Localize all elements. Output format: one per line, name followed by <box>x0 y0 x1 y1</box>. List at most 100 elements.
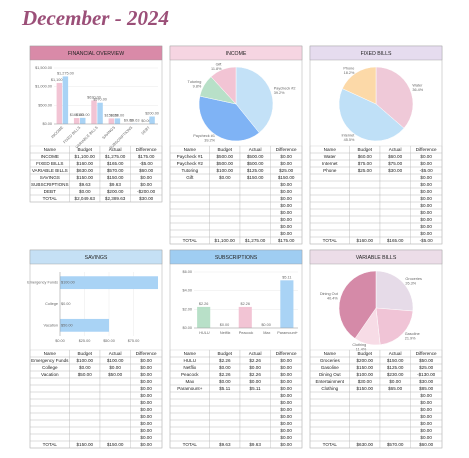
cell-text: INCOME <box>41 154 59 159</box>
pie-slice <box>338 88 405 142</box>
cell-text: $100.00 <box>76 358 93 363</box>
cell-text: $0.00 <box>420 154 432 159</box>
cell-text: $2,049.63 <box>75 196 96 201</box>
bar <box>73 118 80 124</box>
pie-slice <box>375 66 414 129</box>
cell-text: $60.00 <box>419 442 433 447</box>
cell-text: Actual <box>109 351 122 356</box>
cell-text: $150.00 <box>387 358 404 363</box>
cell-text: Budget <box>77 147 92 152</box>
slice-value: 11.8% <box>211 67 222 71</box>
cell-text: $0.00 <box>280 365 292 370</box>
slice-value: 18.2% <box>344 71 355 75</box>
cell-text: Difference <box>416 351 437 356</box>
slice-label: Internet <box>341 134 355 138</box>
cell-text: Groceries <box>320 358 341 363</box>
slice-label: Gift <box>216 63 223 67</box>
cell-text: HULU <box>184 358 197 363</box>
cell-text: $2,389.63 <box>105 196 126 201</box>
cell-text: $150.00 <box>356 386 373 391</box>
panel-title: SAVINGS <box>85 255 108 261</box>
cell-text: $175.00 <box>278 238 295 243</box>
cell-text: TOTAL <box>323 238 338 243</box>
cell-text: VARIABLE BILLS <box>32 168 68 173</box>
bar <box>91 100 97 124</box>
cell-text: $125.00 <box>387 365 404 370</box>
cell-text: Actual <box>249 351 262 356</box>
cell-text: $0.00 <box>280 442 292 447</box>
cell-text: $0.00 <box>79 189 91 194</box>
panel-header <box>309 249 443 265</box>
cell-text: $60.00 <box>388 154 402 159</box>
y-tick-label: $4.00 <box>182 289 192 293</box>
cell-text: $30.00 <box>358 379 372 384</box>
cell-text: $0.00 <box>280 407 292 412</box>
bar <box>238 306 252 328</box>
slice-label: Paycheck #2 <box>274 87 296 91</box>
cell-text: $0.00 <box>280 421 292 426</box>
data-label: $0.00 <box>141 119 151 123</box>
cell-text: Name <box>324 351 337 356</box>
y-tick-label: $500.00 <box>38 103 52 107</box>
cell-text: $30.00 <box>139 196 153 201</box>
cell-text: Difference <box>136 147 157 152</box>
cell-text: Budget <box>77 351 92 356</box>
bar <box>56 82 63 124</box>
cell-text: Actual <box>389 147 402 152</box>
panel-title: INCOME <box>226 51 247 57</box>
cell-text: Peacock <box>181 372 199 377</box>
cell-text: $0.00 <box>420 217 432 222</box>
y-tick-label: College <box>45 302 58 306</box>
data-label: $100.00 <box>61 281 75 285</box>
bar <box>60 276 158 290</box>
cell-text: $0.00 <box>280 217 292 222</box>
slice-label: Water <box>412 83 423 87</box>
slice-label: Dining Out <box>320 292 339 296</box>
cell-text: $500.00 <box>247 161 264 166</box>
cell-text: Tutoring <box>181 168 198 173</box>
slice-value: 39.2% <box>274 91 285 95</box>
cell-text: $200.00 <box>356 358 373 363</box>
cell-text: $0.00 <box>280 189 292 194</box>
panel-header <box>169 249 303 265</box>
panel-title: FIXED BILLS <box>361 51 392 57</box>
cell-text: $25.00 <box>358 168 372 173</box>
cell-text: $0.00 <box>140 372 152 377</box>
cell-text: $160.00 <box>356 238 373 243</box>
cell-text: $0.00 <box>109 365 121 370</box>
data-label: $1,100.00 <box>51 78 68 82</box>
cell-text: $100.00 <box>216 168 233 173</box>
cell-text: $0.00 <box>140 407 152 412</box>
data-label: $5.11 <box>282 275 291 279</box>
cell-text: $0.00 <box>420 189 432 194</box>
cell-text: -$5.00 <box>420 238 433 243</box>
cell-text: $5.11 <box>219 386 231 391</box>
x-tick-label: $75.00 <box>128 339 140 343</box>
cell-text: Paycheck #2 <box>177 161 204 166</box>
cell-text: $75.00 <box>358 161 372 166</box>
cell-text: $0.00 <box>420 414 432 419</box>
cell-text: $0.00 <box>249 365 261 370</box>
cell-text: $30.00 <box>388 168 402 173</box>
table-cell <box>130 440 163 449</box>
cell-text: $0.00 <box>280 400 292 405</box>
slice-value: 39.2% <box>204 139 215 143</box>
cell-text: $0.00 <box>140 442 152 447</box>
cell-text: $1,275.00 <box>105 154 126 159</box>
cell-text: SAVINGS <box>40 175 60 180</box>
cell-text: $0.00 <box>140 386 152 391</box>
x-tick-label: $0.00 <box>55 339 65 343</box>
cell-text: Difference <box>276 147 297 152</box>
x-tick-label: Max <box>263 331 270 335</box>
cell-text: TOTAL <box>43 196 58 201</box>
slice-label: Clothing <box>352 343 366 347</box>
cell-text: $0.00 <box>420 428 432 433</box>
cell-text: $0.00 <box>420 203 432 208</box>
bar <box>62 76 69 124</box>
cell-text: $100.00 <box>356 372 373 377</box>
x-tick-label: HULU <box>199 331 210 335</box>
cell-text: $25.00 <box>279 168 293 173</box>
table-cell <box>270 440 303 449</box>
cell-text: $25.00 <box>419 365 433 370</box>
cell-text: $0.00 <box>79 365 91 370</box>
